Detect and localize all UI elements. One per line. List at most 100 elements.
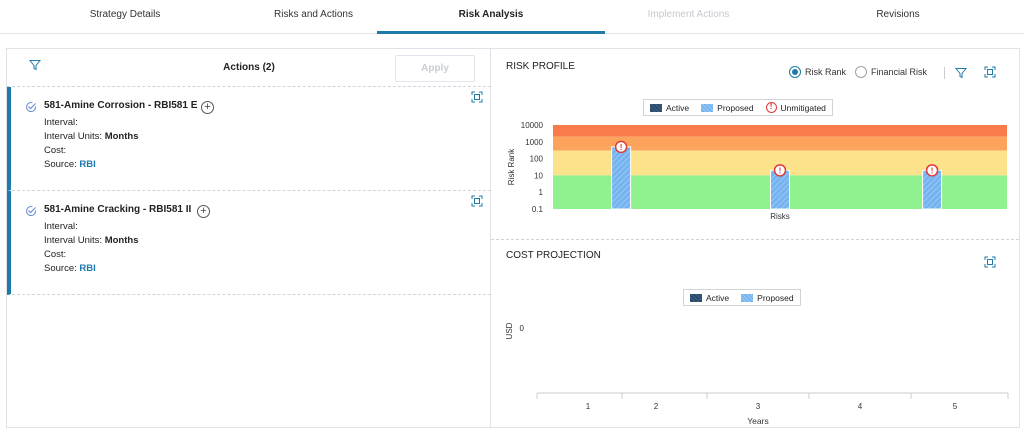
tab-risk-analysis[interactable]: Risk Analysis [377,0,605,34]
x-tick-label: 3 [756,402,761,411]
proposed-swatch [701,103,714,112]
interval-row: Interval: [44,221,78,232]
interval-units-value: Months [104,235,139,246]
unmitigated-icon: ! [773,164,787,177]
actions-title: Actions (2) [223,62,275,73]
source-link[interactable]: RBI [79,159,96,170]
filter-icon[interactable] [955,67,967,79]
proposed-bar [611,146,632,210]
action-card[interactable]: 581-Amine Cracking - RBI581 II + Interva… [7,191,491,295]
source-row: Source: RBI [44,263,96,274]
unmitigated-marker [614,140,628,154]
x-tick-label: 1 [586,402,591,411]
add-circle-icon[interactable]: + [197,205,210,218]
risk-band-orange [553,136,1007,151]
tab-risks-and-actions[interactable]: Risks and Actions [274,9,353,20]
filter-icon[interactable] [29,59,41,71]
radio-financial-risk-label: Financial Risk [871,67,928,77]
interval-row: Interval: [44,117,78,128]
cost-row: Cost: [44,145,66,156]
expand-icon[interactable] [984,66,996,78]
toolbar-divider [944,67,945,79]
legend-active-label: Active [666,102,690,113]
tab-strategy-details[interactable]: Strategy Details [89,9,161,20]
expand-icon[interactable] [471,91,483,103]
y-tick-label: 1000 [525,138,543,147]
legend-unmitigated-label: Unmitigated [780,102,826,113]
unmitigated-icon: ! [925,164,939,177]
tab-bar: Strategy Details Risks and Actions Risk … [0,0,1024,34]
active-swatch [690,293,702,302]
actions-pane: Actions (2) Apply 581-Amine Corrosion - … [7,49,491,427]
proposed-swatch [741,293,754,302]
content-frame [6,48,1020,428]
expand-icon[interactable] [471,195,483,207]
risk-profile-chart: 10000 1000 100 10 1 0.1 Risk Rank Risks!!! [507,121,1007,221]
y-tick-label: 100 [530,155,544,164]
x-tick-label: 2 [654,402,659,411]
radio-risk-rank[interactable]: Risk Rank [789,66,846,78]
radio-unselected-icon [855,66,867,78]
y-tick-label: 0 [520,324,525,333]
source-label: Source: [44,263,77,274]
cost-projection-legend: Active Proposed [683,289,801,306]
risk-profile-legend: Active Proposed ! Unmitigated [643,99,833,116]
add-circle-icon[interactable]: + [201,101,214,114]
interval-units-value: Months [104,131,139,142]
unmitigated-icon: ! [765,102,777,113]
action-card[interactable]: 581-Amine Corrosion - RBI581 E + Interva… [7,87,491,191]
x-axis-label: Years [747,416,768,425]
source-row: Source: RBI [44,159,96,170]
unmitigated-mark: ! [931,166,934,175]
unmitigated-marker [773,164,787,177]
radio-financial-risk[interactable]: Financial Risk [855,66,927,78]
action-title: 581-Amine Cracking - RBI581 II [44,204,192,215]
action-title: 581-Amine Corrosion - RBI581 E [44,100,198,111]
source-label: Source: [44,159,77,170]
legend-active-label: Active [706,292,730,303]
interval-units-label: Interval Units: [44,131,103,142]
unmitigated-mark: ! [779,166,782,175]
risk-band-red [553,125,1007,137]
tab-implement-actions: Implement Actions [647,9,730,20]
cost-label: Cost: [44,249,67,260]
legend-active[interactable]: Active [690,293,729,303]
y-axis-label: Risk Rank [507,148,516,185]
cost-projection-panel: COST PROJECTION Active Proposed 0 USD 1 2 3 4… [491,240,1019,427]
risk-profile-title: RISK PROFILE [506,61,575,72]
interval-label: Interval: [44,221,78,232]
y-tick-label: 1 [539,188,544,197]
check-circle-icon [26,102,37,113]
interval-units-row: Interval Units: Months [44,131,139,142]
x-axis-label: Risks [770,212,790,221]
cost-label: Cost: [44,145,67,156]
y-tick-label: 10000 [521,121,544,130]
legend-proposed[interactable]: Proposed [701,102,754,113]
expand-icon[interactable] [984,256,996,268]
y-tick-label: 0.1 [532,205,544,214]
apply-button[interactable]: Apply [395,55,475,82]
cost-row: Cost: [44,249,66,260]
actions-header: Actions (2) Apply [7,49,491,87]
unmitigated-mark: ! [620,143,623,152]
source-link[interactable]: RBI [79,263,96,274]
x-tick-label: 4 [858,402,863,411]
legend-proposed-label: Proposed [717,102,754,113]
legend-unmitigated[interactable]: ! Unmitigated [765,102,826,113]
radio-risk-rank-label: Risk Rank [805,67,847,77]
radio-selected-icon [789,66,801,78]
legend-proposed[interactable]: Proposed [741,292,794,303]
interval-units-label: Interval Units: [44,235,103,246]
unmitigated-icon: ! [614,140,628,154]
y-axis-label: USD [505,322,514,339]
cost-projection-title: COST PROJECTION [506,250,601,261]
analysis-pane: RISK PROFILE Risk Rank Financial Risk Ac… [491,49,1019,427]
risk-profile-panel: RISK PROFILE Risk Rank Financial Risk Ac… [491,49,1019,240]
legend-active[interactable]: Active [650,103,689,113]
y-tick-label: 10 [534,171,543,180]
check-circle-icon [26,206,37,217]
cost-projection-chart: 0 USD 1 2 3 4 5 Years [505,322,1009,425]
tab-revisions[interactable]: Revisions [876,9,920,20]
legend-proposed-label: Proposed [757,292,794,303]
x-tick-label: 5 [953,402,958,411]
